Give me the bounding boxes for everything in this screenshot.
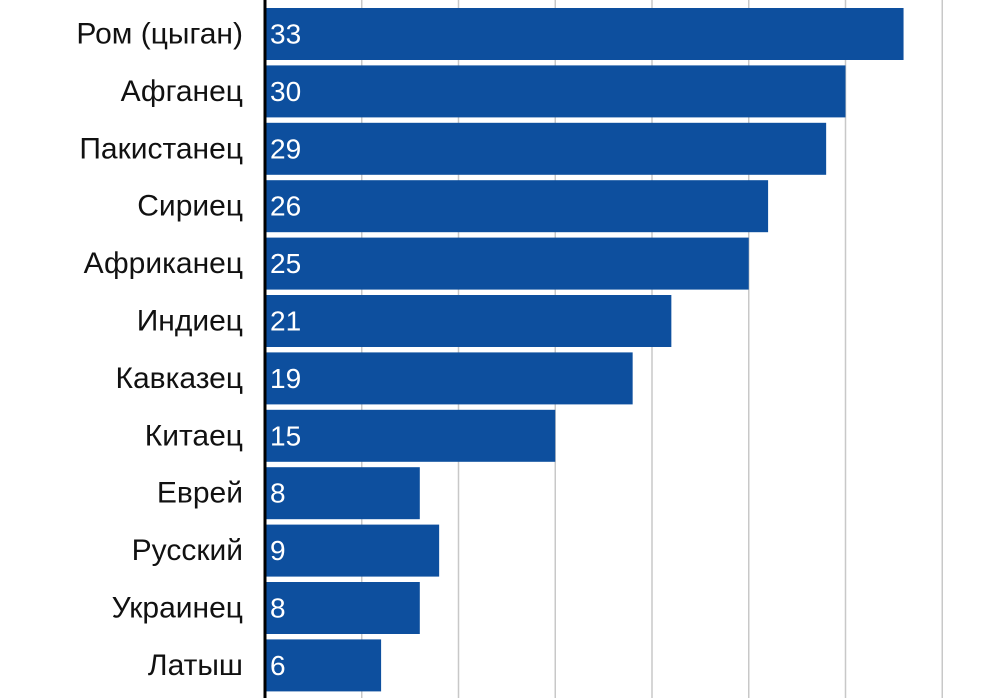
bar — [265, 237, 749, 290]
category-label: Русский — [132, 534, 243, 567]
category-label: Кавказец — [115, 362, 243, 395]
category-label: Афганец — [121, 75, 243, 108]
bar — [265, 639, 382, 692]
category-label: Украинец — [112, 592, 243, 625]
bars — [265, 8, 904, 692]
value-label: 30 — [270, 76, 301, 107]
value-label: 15 — [270, 420, 301, 451]
bar — [265, 65, 846, 118]
category-label: Африканец — [84, 247, 243, 280]
category-label: Ром (цыган) — [76, 18, 243, 51]
value-label: 33 — [270, 19, 301, 50]
value-label: 9 — [270, 535, 286, 566]
value-label: 25 — [270, 248, 301, 279]
value-label: 21 — [270, 306, 301, 337]
category-label: Еврей — [157, 477, 243, 510]
value-label: 6 — [270, 650, 286, 681]
category-label: Пакистанец — [79, 132, 243, 165]
bar — [265, 295, 672, 347]
bar — [265, 524, 440, 577]
category-label: Латыш — [148, 649, 243, 682]
value-labels: 33 30 29 26 25 21 19 15 8 9 8 6 — [270, 19, 301, 681]
bar — [265, 180, 769, 233]
bar — [265, 582, 420, 634]
bar — [265, 122, 827, 175]
category-label: Сириец — [137, 190, 243, 223]
category-label: Индиец — [137, 305, 243, 338]
value-label: 26 — [270, 191, 301, 222]
bar — [265, 467, 420, 520]
bar — [265, 352, 633, 405]
bar — [265, 409, 556, 462]
category-labels: Ром (цыган) Афганец Пакистанец Сириец Африка… — [76, 18, 243, 682]
value-label: 19 — [270, 363, 301, 394]
value-label: 8 — [270, 478, 286, 509]
value-label: 8 — [270, 593, 286, 624]
value-label: 29 — [270, 133, 301, 164]
bar — [265, 8, 904, 60]
category-label: Китаец — [145, 419, 243, 452]
